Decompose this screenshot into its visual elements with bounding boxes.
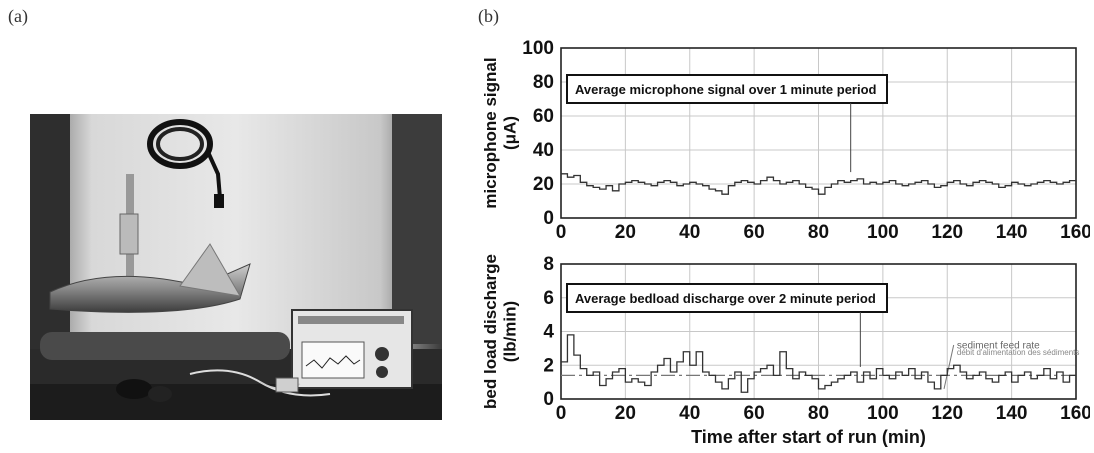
y-tick-label: 8 <box>543 254 554 275</box>
y-tick-label: 6 <box>543 288 554 309</box>
x-tick-label: 60 <box>744 403 765 424</box>
y-tick-label: 0 <box>543 389 554 410</box>
y-tick-label: 60 <box>533 106 554 127</box>
panel-label-a: (a) <box>8 6 28 26</box>
x-tick-label: 160 <box>1060 222 1090 243</box>
y-tick-label: 40 <box>533 140 554 161</box>
y-tick-label: 0 <box>543 208 554 229</box>
x-tick-label: 40 <box>679 222 700 243</box>
panel-label-b: (b) <box>478 6 499 26</box>
x-tick-label: 20 <box>615 222 636 243</box>
y-tick-label: 80 <box>533 72 554 93</box>
x-tick-label: 120 <box>931 222 963 243</box>
annotation-text: Average bedload discharge over 2 minute … <box>575 291 876 306</box>
x-tick-label: 100 <box>867 222 899 243</box>
x-tick-label: 60 <box>744 222 765 243</box>
chart-1: 0 20 40 60 80 100 120 140 160020406080100microph… <box>481 38 1090 243</box>
x-tick-label: 140 <box>996 222 1028 243</box>
x-tick-label: 0 <box>556 403 567 424</box>
x-tick-label: 120 <box>931 403 963 424</box>
x-axis-label: Time after start of run (min) <box>691 427 926 447</box>
x-tick-label: 40 <box>679 403 700 424</box>
x-tick-label: 140 <box>996 403 1028 424</box>
y-tick-label: 20 <box>533 174 554 195</box>
x-tick-label: 100 <box>867 403 899 424</box>
reference-line-label: sediment feed rate <box>957 340 1040 351</box>
y-axis-label: bed load discharge(lb/min) <box>481 254 520 409</box>
y-tick-label: 100 <box>522 38 554 59</box>
chart-2: 0 20 40 60 80 100 120 140 160 0 2 4 6 8 bed load disch… <box>481 254 1090 447</box>
y-tick-label: 2 <box>543 355 554 376</box>
reference-line-sublabel: débit d'alimentation des sédiments <box>957 348 1080 357</box>
x-tick-label: 80 <box>808 222 829 243</box>
series-line <box>561 173 1077 195</box>
equipment-photo <box>30 114 442 420</box>
series-line <box>561 334 1076 393</box>
annotation-box <box>566 283 888 313</box>
x-tick-label: 80 <box>808 403 829 424</box>
x-tick-label: 160 <box>1060 403 1090 424</box>
plot-frame <box>560 263 1077 400</box>
reference-pointer <box>943 344 955 389</box>
y-axis-label: microphone signal(μA) <box>481 57 520 208</box>
x-tick-label: 0 <box>556 222 567 243</box>
charts-panel: 0 20 40 60 80 100 120 140 160020406080100microph… <box>481 38 1090 447</box>
annotation-box <box>566 74 888 104</box>
y-tick-label: 4 <box>543 322 554 343</box>
plot-frame <box>560 47 1077 219</box>
annotation-text: Average microphone signal over 1 minute … <box>575 82 877 97</box>
x-tick-label: 20 <box>615 403 636 424</box>
